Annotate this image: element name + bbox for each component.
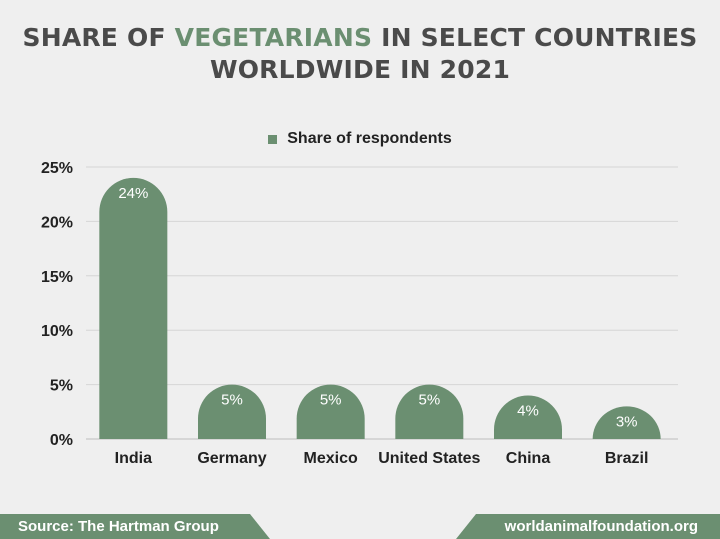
legend: Share of respondents: [0, 130, 720, 148]
site-text: worldanimalfoundation.org: [504, 518, 698, 535]
x-tick-label: China: [506, 450, 551, 467]
data-label: 4%: [517, 402, 539, 419]
bar-mexico: [296, 384, 365, 439]
y-tick-label: 0%: [50, 432, 73, 449]
data-label: 5%: [320, 392, 342, 409]
y-tick-label: 20%: [41, 214, 73, 231]
data-label: 24%: [118, 185, 148, 202]
title-accent: VEGETARIANS: [174, 23, 373, 52]
bar-united-states: [395, 384, 464, 439]
title-part-2: IN SELECT COUNTRIES: [381, 23, 698, 52]
x-tick-label: Germany: [197, 450, 266, 467]
legend-swatch: [268, 134, 278, 144]
y-tick-label: 10%: [41, 323, 73, 340]
data-label: 3%: [616, 413, 638, 430]
chart-title: SHARE OF VEGETARIANS IN SELECT COUNTRIES…: [0, 22, 720, 86]
title-line-2: WORLDWIDE IN 2021: [209, 55, 511, 84]
title-part-1: SHARE OF: [22, 23, 166, 52]
source-text: Source: The Hartman Group: [18, 518, 219, 535]
bar-germany: [198, 384, 266, 439]
legend-label: Share of respondents: [287, 130, 452, 147]
bar-brazil: [592, 406, 661, 439]
x-tick-label: Mexico: [304, 450, 358, 467]
source-banner: Source: The Hartman Group: [0, 514, 270, 539]
data-label: 5%: [221, 392, 243, 409]
y-tick-label: 25%: [41, 160, 73, 177]
data-label: 5%: [418, 392, 440, 409]
x-tick-label: Brazil: [605, 450, 649, 467]
bar-china: [494, 395, 562, 439]
y-tick-label: 15%: [41, 269, 73, 286]
title-line-1: SHARE OF VEGETARIANS IN SELECT COUNTRIES: [0, 22, 720, 54]
site-banner: worldanimalfoundation.org: [456, 514, 720, 539]
x-tick-label: United States: [378, 450, 480, 467]
bar-india: [99, 177, 168, 439]
bar-chart: 0% 5% 10% 15% 20% 25% 24% India 5% Germany 5% Mexic…: [41, 160, 678, 467]
x-tick-label: India: [115, 450, 152, 467]
y-tick-label: 5%: [50, 378, 73, 395]
